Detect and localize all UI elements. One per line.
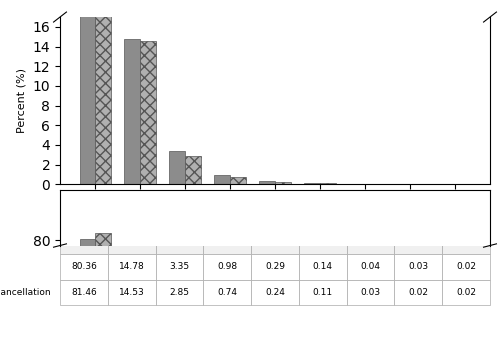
Bar [185,156,201,184]
Bar [140,41,156,184]
Bar [124,39,140,184]
Bar [260,181,275,184]
Bar [80,0,96,184]
Bar [320,183,336,184]
Bar [214,175,230,184]
Bar [96,233,111,341]
Bar [230,177,246,184]
Bar [275,182,290,184]
Bar [80,239,96,341]
Bar [304,183,320,184]
Bar [170,151,185,184]
Y-axis label: Percent (%): Percent (%) [17,68,27,133]
Bar [96,0,111,184]
